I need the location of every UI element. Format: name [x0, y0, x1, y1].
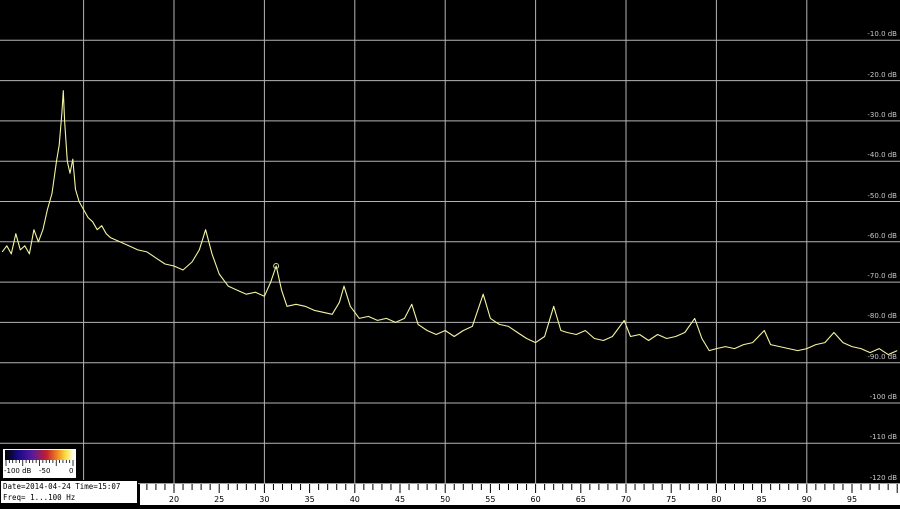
ruler-ticks [137, 484, 898, 493]
colorbar-gradient [5, 450, 74, 460]
x-tick-label: 40 [349, 495, 360, 504]
x-tick-label: 25 [214, 495, 225, 504]
info-box: Date=2014-04-24 Time=15:07 Freq= 1...100… [0, 480, 138, 504]
y-tick-label: -90.0 dB [867, 352, 897, 361]
y-tick-label: -110 dB [869, 433, 897, 442]
y-tick-label: -50.0 dB [867, 191, 897, 200]
y-tick-label: -30.0 dB [867, 110, 897, 119]
frequency-ruler [137, 484, 900, 505]
x-tick-label: 20 [168, 495, 180, 504]
y-tick-label: -100 dB [869, 393, 897, 401]
x-tick-label: 45 [394, 495, 406, 504]
date-time-text: Date=2014-04-24 Time=15:07 [3, 482, 121, 491]
x-tick-label: 80 [711, 495, 722, 504]
y-tick-label: -20.0 dB [867, 70, 897, 79]
x-tick-label: 30 [259, 495, 270, 504]
y-tick-label: -70.0 dB [867, 272, 897, 281]
y-tick-label: -40.0 dB [867, 151, 897, 160]
x-tick-label: 90 [801, 495, 812, 504]
y-tick-label: -120 dB [869, 473, 897, 482]
colorbar-label-mid: -50 [39, 467, 51, 475]
x-tick-label: 50 [440, 495, 451, 504]
x-tick-label: 75 [666, 495, 677, 504]
y-tick-label: -60.0 dB [867, 231, 897, 240]
colorbar-ticks [5, 460, 74, 466]
colorbar-label-max: 0 [69, 467, 74, 475]
peak-marker [273, 262, 280, 269]
colorbar-legend: -100 dB -50 0 [3, 449, 76, 478]
colorbar-label-min: -100 dB [4, 467, 32, 475]
x-tick-label: 70 [620, 495, 632, 504]
x-tick-label: 60 [530, 495, 541, 504]
x-tick-label: 85 [756, 495, 767, 504]
x-tick-label: 65 [575, 495, 586, 504]
spectrum-trace [1, 90, 898, 356]
x-tick-label: 95 [846, 495, 858, 504]
x-tick-label: 35 [304, 495, 315, 504]
y-tick-label: -80.0 dB [867, 312, 897, 321]
y-tick-label: -10.0 dB [867, 30, 897, 39]
x-tick-label: 55 [485, 495, 496, 504]
freq-range-text: Freq= 1...100 Hz [3, 493, 76, 502]
